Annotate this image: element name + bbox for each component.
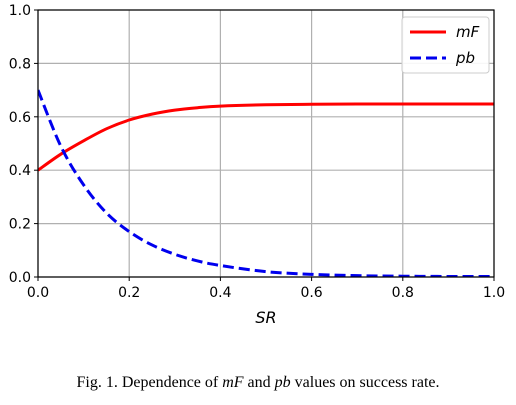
tick-labels: 0.0 0.2 0.4 0.6 0.8 1.0 0.0 0.2 0.4 0.6 0.8 1.0	[9, 3, 505, 301]
x-tick-label: 0.6	[300, 285, 322, 301]
x-tick-label: 0.2	[118, 285, 140, 301]
ticks	[34, 9, 495, 281]
caption-suffix: values on success rate.	[290, 374, 440, 391]
series-line-pb	[38, 89, 494, 277]
x-tick-label: 1.0	[483, 285, 505, 301]
y-tick-label: 0.0	[9, 270, 31, 286]
y-tick-label: 0.8	[9, 56, 31, 72]
y-tick-label: 1.0	[9, 3, 31, 19]
legend: mF pb	[401, 16, 490, 74]
y-tick-label: 0.2	[9, 217, 31, 233]
y-tick-label: 0.4	[9, 163, 31, 179]
series-line-mf	[38, 102, 494, 172]
x-tick-label: 0.4	[209, 285, 231, 301]
x-tick-label: 0.8	[392, 285, 414, 301]
figure-caption: Fig. 1. Dependence of mF and pb values o…	[0, 374, 516, 392]
y-tick-label: 0.6	[9, 110, 31, 126]
caption-var-mf: mF	[222, 374, 244, 391]
axes-frame	[37, 9, 495, 278]
x-axis-label: SR	[255, 308, 276, 327]
legend-label-mf: mF	[456, 23, 480, 41]
caption-prefix: Fig. 1. Dependence of	[76, 374, 223, 391]
legend-label-pb: pb	[455, 49, 475, 67]
caption-mid: and	[243, 374, 275, 391]
x-tick-label: 0.0	[27, 285, 49, 301]
caption-var-pb: pb	[274, 374, 291, 391]
series-layer	[38, 89, 494, 277]
